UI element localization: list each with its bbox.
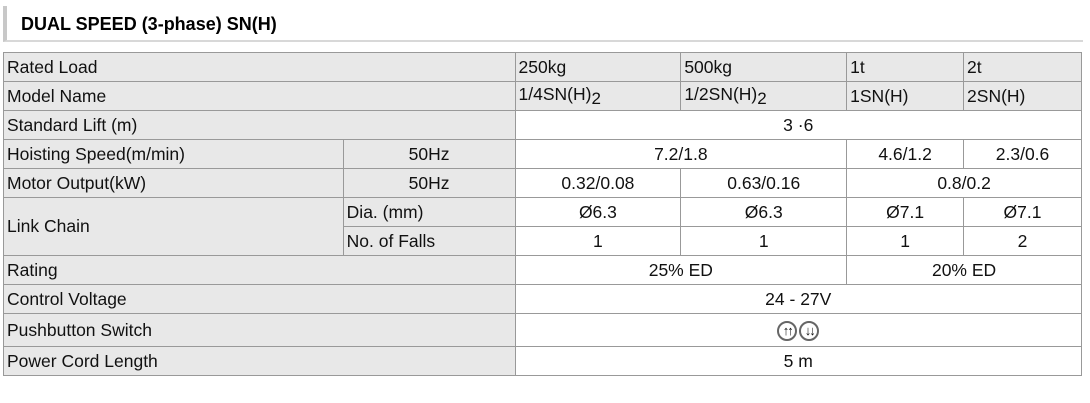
cell: 2 xyxy=(963,226,1082,256)
down-arrows-icon: ↓↓ xyxy=(799,320,820,341)
row-label: Power Cord Length xyxy=(3,346,516,376)
cell: 25% ED xyxy=(514,255,848,285)
table-row: Hoisting Speed(m/min) 50Hz 7.2/1.8 4.6/1… xyxy=(3,139,1082,169)
cell: 1t xyxy=(846,52,965,82)
cell: ↑↑ ↓↓ xyxy=(514,313,1082,347)
row-label: Rated Load xyxy=(3,52,516,82)
cell: 3 ·6 xyxy=(514,110,1082,140)
subscript: 2 xyxy=(591,88,601,108)
row-sublabel: Dia. (mm) xyxy=(342,197,516,227)
row-sublabel: No. of Falls xyxy=(342,226,516,256)
table-row: Link Chain Dia. (mm) Ø6.3 Ø6.3 Ø7.1 Ø7.1 xyxy=(3,197,1082,256)
cell: Ø6.3 xyxy=(514,197,682,227)
row-label: Model Name xyxy=(3,81,516,111)
cell: 2SN(H) xyxy=(963,81,1082,111)
row-label: Standard Lift (m) xyxy=(3,110,516,140)
row-label: Hoisting Speed(m/min) xyxy=(3,139,344,169)
table-row: Standard Lift (m) 3 ·6 xyxy=(3,110,1082,140)
table-row: Control Voltage 24 - 27V xyxy=(3,284,1082,314)
row-label: Pushbutton Switch xyxy=(3,313,516,347)
up-arrows-icon: ↑↑ xyxy=(777,320,798,341)
cell: 1 xyxy=(680,226,848,256)
cell: Ø7.1 xyxy=(963,197,1082,227)
cell: 4.6/1.2 xyxy=(846,139,965,169)
cell: 0.8/0.2 xyxy=(846,168,1082,198)
cell: Ø7.1 xyxy=(846,197,965,227)
cell: 1/2SN(H)2 xyxy=(680,81,848,111)
row-label: Link Chain xyxy=(3,197,344,256)
spec-table: Rated Load 250kg 500kg 1t 2t Model Name … xyxy=(3,52,1082,376)
model: 1/4SN(H) xyxy=(518,83,592,104)
cell: 7.2/1.8 xyxy=(514,139,848,169)
cell: 5 m xyxy=(514,346,1082,376)
model: 1/2SN(H) xyxy=(684,83,758,104)
cell: 0.63/0.16 xyxy=(680,168,848,198)
cell: 20% ED xyxy=(846,255,1082,285)
subscript: 2 xyxy=(757,88,767,108)
title-text: DUAL SPEED (3-phase) SN(H) xyxy=(21,14,277,34)
cell: 500kg xyxy=(680,52,848,82)
section-title: DUAL SPEED (3-phase) SN(H) xyxy=(3,6,1083,42)
table-row: Rated Load 250kg 500kg 1t 2t xyxy=(3,52,1082,82)
cell: 2t xyxy=(963,52,1082,82)
row-label: Rating xyxy=(3,255,516,285)
row-sublabel: 50Hz xyxy=(342,168,516,198)
cell: 1 xyxy=(846,226,965,256)
table-row: Power Cord Length 5 m xyxy=(3,346,1082,376)
table-row: Model Name 1/4SN(H)2 1/2SN(H)2 1SN(H) 2S… xyxy=(3,81,1082,111)
cell: 1SN(H) xyxy=(846,81,965,111)
table-row: No. of Falls 1 1 1 2 xyxy=(4,226,1082,256)
table-row: Rating 25% ED 20% ED xyxy=(3,255,1082,285)
table-row: Pushbutton Switch ↑↑ ↓↓ xyxy=(3,313,1082,347)
cell: 250kg xyxy=(514,52,682,82)
row-label: Motor Output(kW) xyxy=(3,168,344,198)
cell: 2.3/0.6 xyxy=(963,139,1082,169)
cell: 1/4SN(H)2 xyxy=(514,81,682,111)
cell: 0.32/0.08 xyxy=(514,168,682,198)
cell: 1 xyxy=(514,226,682,256)
cell: Ø6.3 xyxy=(680,197,848,227)
row-label: Control Voltage xyxy=(3,284,516,314)
row-sublabel: 50Hz xyxy=(342,139,516,169)
cell: 24 - 27V xyxy=(514,284,1082,314)
table-row: Motor Output(kW) 50Hz 0.32/0.08 0.63/0.1… xyxy=(3,168,1082,198)
